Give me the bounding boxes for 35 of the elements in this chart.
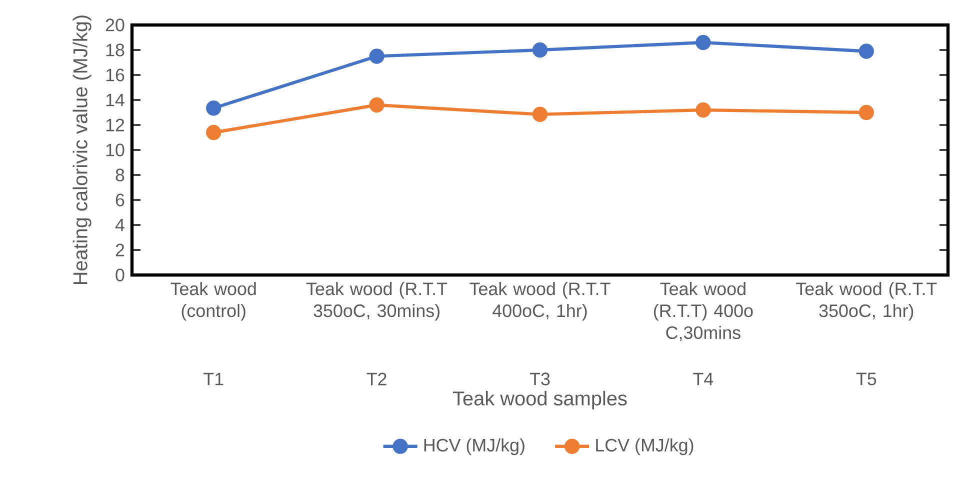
x-axis-title: Teak wood samples — [452, 390, 627, 410]
x-tick-label: Teak wood (R.T.T 350oC, 1hr) — [796, 282, 937, 321]
y-tick-label: 0 — [116, 268, 124, 282]
text: T5 — [856, 372, 876, 386]
y-tick-label: 12 — [106, 118, 124, 132]
y-tick-label: 8 — [116, 168, 124, 182]
point — [369, 97, 384, 113]
text: T1 — [204, 372, 224, 386]
point — [858, 104, 874, 120]
text: T2 — [366, 372, 386, 386]
y-axis-title: Heating calorivic value (MJ/kg) — [72, 16, 92, 284]
point — [369, 48, 384, 64]
x-tick-label: Teak wood (R.T.T 350oC, 30mins) — [306, 282, 448, 321]
x-tick-label: Teak wood (control) — [170, 282, 256, 321]
y-tick-label: 18 — [106, 44, 124, 56]
text: T4 — [693, 372, 714, 386]
legend-label: LCV (MJ/kg) — [596, 438, 694, 456]
y-tick-label: 6 — [116, 194, 124, 206]
y-tick-label: 10 — [106, 144, 124, 156]
point — [858, 44, 874, 59]
x-tick-label: Teak wood (R.T.T 400oC, 1hr) — [470, 282, 610, 321]
y-tick-label: 14 — [106, 94, 124, 106]
y-tick-label: 16 — [106, 68, 124, 82]
text: T3 — [530, 372, 550, 386]
point — [696, 102, 711, 118]
point — [532, 106, 548, 122]
y-tick-label: 2 — [116, 244, 124, 256]
point — [206, 100, 222, 116]
y-tick-label: 20 — [106, 18, 124, 32]
point — [206, 124, 222, 140]
legend-label: HCV (MJ/kg) — [424, 438, 524, 456]
point — [532, 42, 548, 58]
point — [696, 34, 711, 50]
y-tick-label: 4 — [115, 218, 124, 232]
x-tick-label: Teak wood (R.T.T) 400o C,30mins — [654, 282, 753, 342]
